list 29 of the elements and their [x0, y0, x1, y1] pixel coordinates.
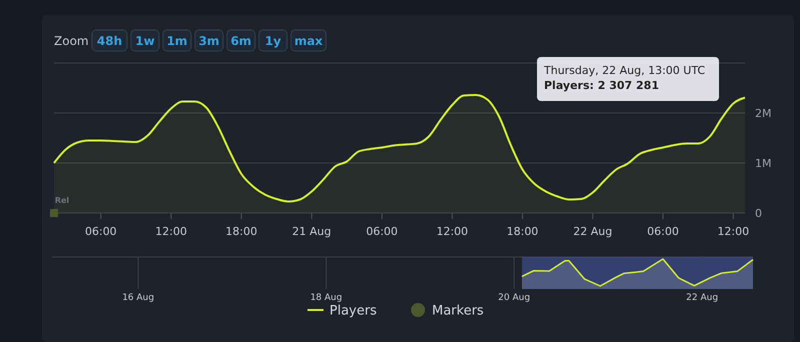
x-tick-label: 12:00: [717, 225, 750, 238]
text: 48h: [96, 34, 122, 48]
text: 1m: [166, 34, 188, 48]
text: max: [294, 34, 323, 48]
x-tick-label: 06:00: [647, 225, 679, 238]
x-tick-label: 16 Aug: [122, 293, 154, 303]
text: 1y: [264, 34, 282, 48]
x-tick-label: 12:00: [155, 225, 187, 238]
legend-label: Players: [330, 304, 377, 318]
text: Zoom: [54, 34, 89, 48]
text: 6m: [230, 34, 252, 48]
text: 3m: [198, 34, 220, 48]
x-tick-label: 22 Aug: [686, 293, 718, 303]
legend-label: Markers: [432, 304, 484, 318]
x-tick-label: 18:00: [506, 225, 538, 238]
y-tick-label: 1M: [755, 157, 772, 170]
x-tick-label: 06:00: [366, 225, 398, 238]
annotation: Thursday, 22 Aug, 13:00 UTC Players: 2 307 281: [543, 64, 706, 92]
x-tick-label: 18 Aug: [310, 293, 342, 303]
annotation: Rel: [54, 196, 70, 205]
x-tick-label: 18:00: [226, 225, 258, 238]
y-tick-label: 0: [755, 207, 762, 220]
x-tick-label: 06:00: [84, 225, 117, 238]
y-tick-label: 2M: [755, 107, 772, 120]
x-tick-label: 20 Aug: [498, 293, 530, 303]
x-tick-label: 21 Aug: [292, 225, 332, 238]
x-tick-label: 12:00: [436, 225, 468, 238]
x-tick-label: 22 Aug: [573, 225, 612, 238]
text: 1w: [135, 34, 155, 48]
